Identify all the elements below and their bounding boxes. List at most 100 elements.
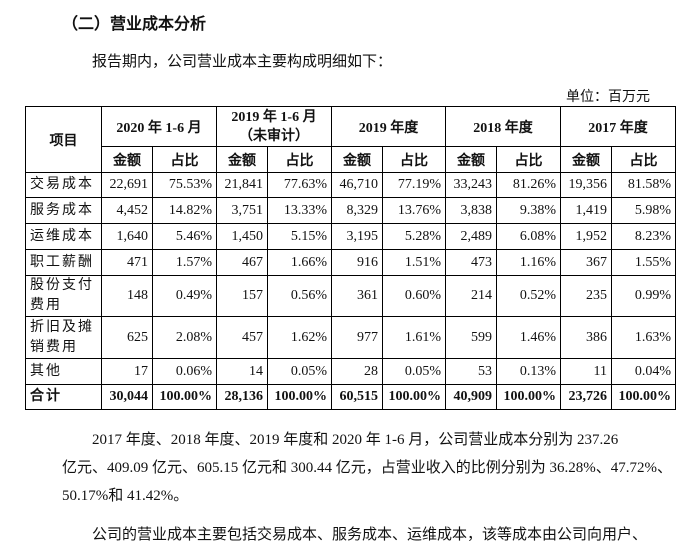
ratio-cell: 2.08% <box>152 316 217 359</box>
amount-cell: 11 <box>560 358 612 385</box>
ratio-cell: 100.00% <box>267 384 332 410</box>
header-item: 项目 <box>25 106 102 173</box>
amount-cell: 467 <box>216 249 268 276</box>
ratio-cell: 77.19% <box>382 172 446 198</box>
row-label: 交易成本 <box>25 172 102 198</box>
amount-cell: 40,909 <box>445 384 497 410</box>
header-amount: 金额 <box>445 146 497 173</box>
row-label: 股份支付费用 <box>25 275 102 317</box>
amount-cell: 367 <box>560 249 612 276</box>
ratio-cell: 1.46% <box>496 316 561 359</box>
ratio-cell: 100.00% <box>611 384 676 410</box>
ratio-cell: 0.49% <box>152 275 217 317</box>
amount-cell: 235 <box>560 275 612 317</box>
amount-cell: 30,044 <box>101 384 153 410</box>
amount-cell: 977 <box>331 316 383 359</box>
amount-cell: 1,450 <box>216 223 268 250</box>
ratio-cell: 1.66% <box>267 249 332 276</box>
header-ratio: 占比 <box>611 146 676 173</box>
amount-cell: 4,452 <box>101 197 153 224</box>
cost-table: 项目 2020 年 1-6 月 2019 年 1-6 月 （未审计） 2019 … <box>25 106 676 410</box>
amount-cell: 599 <box>445 316 497 359</box>
ratio-cell: 0.13% <box>496 358 561 385</box>
row-label: 运维成本 <box>25 223 102 250</box>
header-ratio: 占比 <box>152 146 217 173</box>
amount-cell: 46,710 <box>331 172 383 198</box>
ratio-cell: 100.00% <box>152 384 217 410</box>
ratio-cell: 81.26% <box>496 172 561 198</box>
header-amount: 金额 <box>331 146 383 173</box>
paragraph-line: 公司的营业成本主要包括交易成本、服务成本、运维成本，该等成本由公司向用户、 <box>92 527 648 543</box>
amount-cell: 1,419 <box>560 197 612 224</box>
ratio-cell: 0.05% <box>382 358 446 385</box>
paragraph-line: 亿元、409.09 亿元、605.15 亿元和 300.44 亿元，占营业收入的… <box>62 460 672 476</box>
ratio-cell: 14.82% <box>152 197 217 224</box>
amount-cell: 471 <box>101 249 153 276</box>
amount-cell: 28,136 <box>216 384 268 410</box>
amount-cell: 625 <box>101 316 153 359</box>
amount-cell: 148 <box>101 275 153 317</box>
header-amount: 金额 <box>101 146 153 173</box>
section-heading: （二）营业成本分析 <box>62 16 207 33</box>
header-period: 2017 年度 <box>560 106 676 147</box>
table-row: 服务成本 4,452 14.82% 3,751 13.33% 8,329 13.76% 3,8… <box>25 197 676 224</box>
ratio-cell: 13.33% <box>267 197 332 224</box>
ratio-cell: 9.38% <box>496 197 561 224</box>
header-ratio: 占比 <box>267 146 332 173</box>
ratio-cell: 1.62% <box>267 316 332 359</box>
amount-cell: 3,838 <box>445 197 497 224</box>
ratio-cell: 6.08% <box>496 223 561 250</box>
header-period: 2018 年度 <box>445 106 561 147</box>
paragraph-line: 2017 年度、2018 年度、2019 年度和 2020 年 1-6 月，公司… <box>92 432 619 448</box>
ratio-cell: 5.46% <box>152 223 217 250</box>
amount-cell: 916 <box>331 249 383 276</box>
ratio-cell: 1.61% <box>382 316 446 359</box>
ratio-cell: 0.60% <box>382 275 446 317</box>
ratio-cell: 13.76% <box>382 197 446 224</box>
table-row: 折旧及摊销费用 625 2.08% 457 1.62% 977 1.61% 599 1.46% 3… <box>25 316 676 359</box>
ratio-cell: 0.05% <box>267 358 332 385</box>
ratio-cell: 0.99% <box>611 275 676 317</box>
row-label: 服务成本 <box>25 197 102 224</box>
table-row: 合计 30,044 100.00% 28,136 100.00% 60,515 100.00… <box>25 384 676 410</box>
row-label: 合计 <box>25 384 102 410</box>
ratio-cell: 81.58% <box>611 172 676 198</box>
header-period: 2019 年 1-6 月 （未审计） <box>216 106 332 147</box>
amount-cell: 214 <box>445 275 497 317</box>
amount-cell: 3,195 <box>331 223 383 250</box>
row-label: 其他 <box>25 358 102 385</box>
intro-text: 报告期内，公司营业成本主要构成明细如下： <box>92 54 393 70</box>
header-ratio: 占比 <box>496 146 561 173</box>
amount-cell: 1,640 <box>101 223 153 250</box>
amount-cell: 17 <box>101 358 153 385</box>
ratio-cell: 77.63% <box>267 172 332 198</box>
header-period: 2020 年 1-6 月 <box>101 106 217 147</box>
row-label: 职工薪酬 <box>25 249 102 276</box>
amount-cell: 33,243 <box>445 172 497 198</box>
header-period: 2019 年度 <box>331 106 446 147</box>
header-amount: 金额 <box>216 146 268 173</box>
amount-cell: 14 <box>216 358 268 385</box>
amount-cell: 28 <box>331 358 383 385</box>
amount-cell: 1,952 <box>560 223 612 250</box>
unit-label: 单位：百万元 <box>566 90 650 105</box>
ratio-cell: 100.00% <box>496 384 561 410</box>
ratio-cell: 0.06% <box>152 358 217 385</box>
amount-cell: 53 <box>445 358 497 385</box>
table-row: 职工薪酬 471 1.57% 467 1.66% 916 1.51% 473 1.16% 367 1… <box>25 249 676 276</box>
table-row: 运维成本 1,640 5.46% 1,450 5.15% 3,195 5.28% 2,489 6… <box>25 223 676 250</box>
ratio-cell: 5.28% <box>382 223 446 250</box>
amount-cell: 22,691 <box>101 172 153 198</box>
ratio-cell: 0.04% <box>611 358 676 385</box>
amount-cell: 457 <box>216 316 268 359</box>
amount-cell: 21,841 <box>216 172 268 198</box>
ratio-cell: 1.51% <box>382 249 446 276</box>
ratio-cell: 1.63% <box>611 316 676 359</box>
amount-cell: 361 <box>331 275 383 317</box>
table-row: 交易成本 22,691 75.53% 21,841 77.63% 46,710 77.19%… <box>25 172 676 198</box>
amount-cell: 60,515 <box>331 384 383 410</box>
amount-cell: 8,329 <box>331 197 383 224</box>
ratio-cell: 5.98% <box>611 197 676 224</box>
amount-cell: 19,356 <box>560 172 612 198</box>
header-amount: 金额 <box>560 146 612 173</box>
